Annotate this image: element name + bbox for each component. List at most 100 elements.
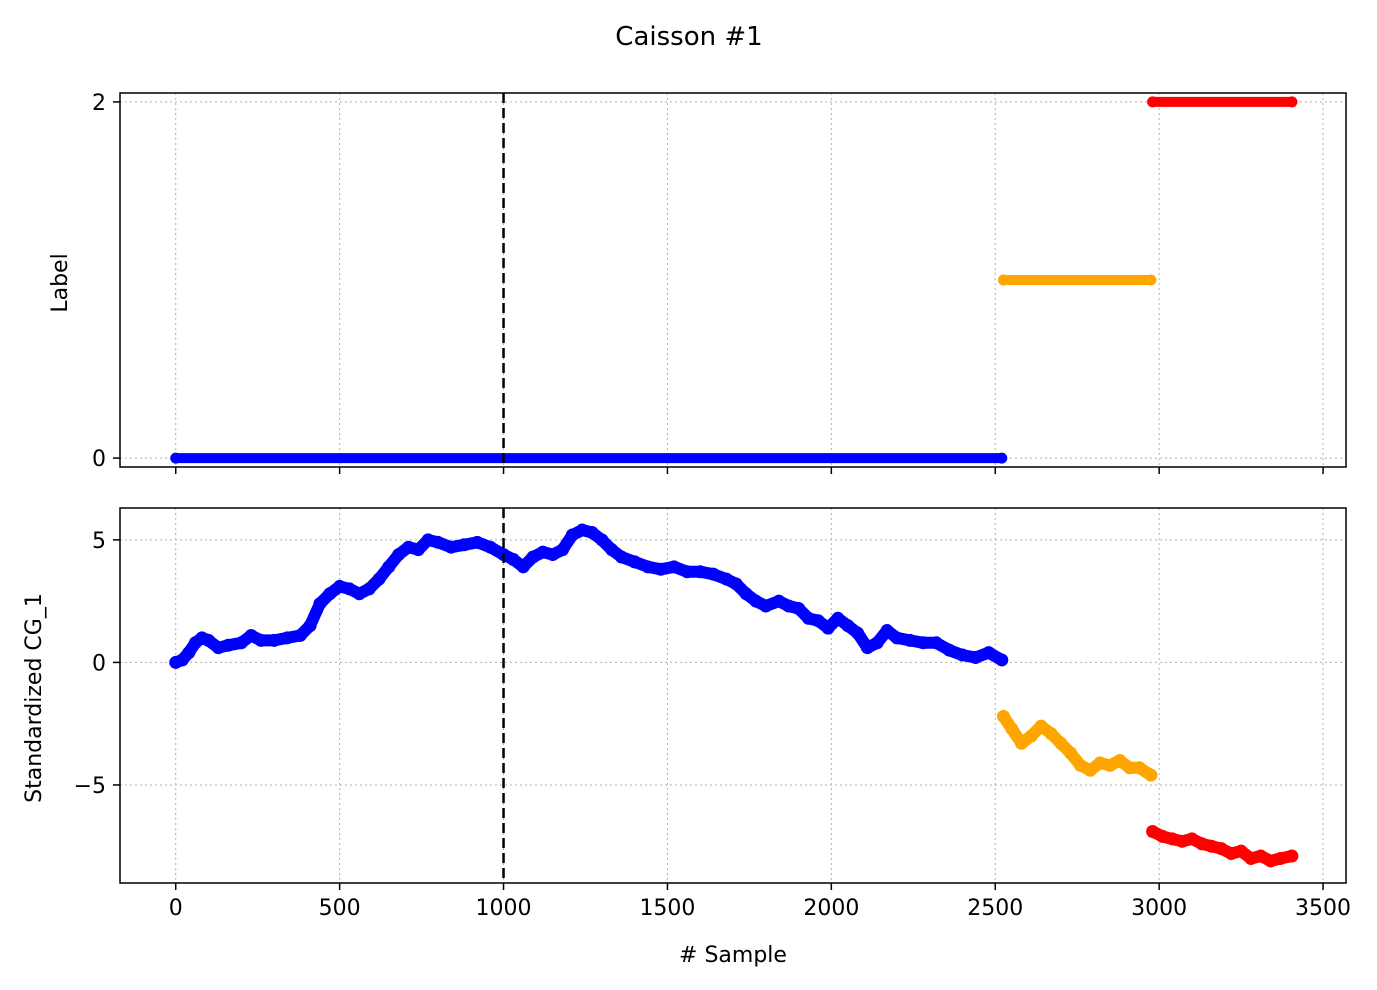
data-point xyxy=(729,577,743,591)
data-point xyxy=(654,562,668,576)
data-point xyxy=(202,633,216,647)
data-point xyxy=(234,636,248,650)
data-point xyxy=(782,599,796,613)
data-point xyxy=(526,550,540,564)
x-tick-label: 500 xyxy=(319,896,361,921)
data-point xyxy=(565,528,579,542)
data-point xyxy=(1224,847,1238,861)
data-point xyxy=(1205,839,1219,853)
data-point xyxy=(1093,756,1107,770)
top-panel-label-plot: 02 xyxy=(92,91,1347,474)
data-point xyxy=(860,641,874,655)
data-point xyxy=(749,594,763,608)
data-point xyxy=(1024,729,1038,743)
data-point xyxy=(1214,842,1228,856)
y-tick-label: 2 xyxy=(92,91,106,116)
data-point xyxy=(903,633,917,647)
x-axis-label: # Sample xyxy=(679,943,787,968)
x-tick-label: 0 xyxy=(169,896,183,921)
data-point xyxy=(1146,825,1160,839)
data-point xyxy=(372,572,386,586)
data-point xyxy=(615,550,629,564)
bottom-y-axis-label: Standardized CG_1 xyxy=(22,593,47,803)
data-point xyxy=(929,636,943,650)
data-point xyxy=(1005,722,1019,736)
data-point xyxy=(996,709,1010,723)
data-point xyxy=(693,565,707,579)
data-point xyxy=(667,560,681,574)
y-tick-label: 0 xyxy=(92,447,106,472)
data-point xyxy=(1175,834,1189,848)
data-point xyxy=(1244,851,1258,865)
data-point xyxy=(841,619,855,633)
x-tick-label: 3500 xyxy=(1295,896,1351,921)
data-point xyxy=(352,587,366,601)
data-point xyxy=(280,631,294,645)
data-point xyxy=(995,653,1009,667)
data-point xyxy=(772,594,786,608)
data-point xyxy=(211,641,225,655)
data-point xyxy=(719,572,733,586)
x-tick-label: 1500 xyxy=(639,896,695,921)
data-point xyxy=(1165,832,1179,846)
data-point xyxy=(1073,758,1087,772)
data-point xyxy=(516,560,530,574)
bottom-panel-cg1-plot: 0 500 1000 1500 2000 2500 3000 3500 5 0 −5 xyxy=(74,507,1351,921)
data-point xyxy=(1103,758,1117,772)
data-point xyxy=(536,545,550,559)
data-point xyxy=(996,452,1008,464)
data-point xyxy=(585,526,599,540)
data-point xyxy=(254,633,268,647)
data-point xyxy=(1286,96,1298,108)
data-point xyxy=(1147,96,1159,108)
axes-frame xyxy=(119,92,1347,468)
data-point xyxy=(1034,719,1048,733)
data-point xyxy=(506,552,520,566)
data-point xyxy=(431,535,445,549)
x-tick-label: 1000 xyxy=(476,896,532,921)
data-point xyxy=(1132,761,1146,775)
data-point xyxy=(470,535,484,549)
data-point xyxy=(1083,763,1097,777)
data-point xyxy=(382,560,396,574)
data-point xyxy=(267,633,281,647)
data-point xyxy=(706,567,720,581)
data-point xyxy=(1285,849,1299,863)
data-point xyxy=(444,540,458,554)
x-tick-label: 2000 xyxy=(803,896,859,921)
data-point xyxy=(546,548,560,562)
data-point xyxy=(333,579,347,593)
data-point xyxy=(1123,761,1137,775)
data-point xyxy=(1144,768,1158,782)
data-point xyxy=(982,646,996,660)
data-point xyxy=(801,611,815,625)
data-point xyxy=(293,628,307,642)
data-point xyxy=(1113,753,1127,767)
data-point xyxy=(680,565,694,579)
data-point xyxy=(457,538,471,552)
data-point xyxy=(401,540,415,554)
data-point xyxy=(221,638,235,652)
data-point xyxy=(851,626,865,640)
data-point xyxy=(392,548,406,562)
data-point xyxy=(595,533,609,547)
data-point xyxy=(831,611,845,625)
data-point xyxy=(969,651,983,665)
data-point xyxy=(605,543,619,557)
data-point xyxy=(641,560,655,574)
x-tick-label: 2500 xyxy=(967,896,1023,921)
data-point xyxy=(170,452,182,464)
y-tick-label: 5 xyxy=(92,529,106,554)
data-point xyxy=(323,587,337,601)
data-point xyxy=(342,582,356,596)
y-tick-label: 0 xyxy=(92,651,106,676)
data-point xyxy=(890,631,904,645)
data-point xyxy=(1273,851,1287,865)
data-point xyxy=(942,643,956,657)
data-point xyxy=(303,619,317,633)
y-tick-label: −5 xyxy=(74,774,106,799)
axes-frame xyxy=(119,507,1347,884)
data-point xyxy=(1234,844,1248,858)
data-point xyxy=(955,648,969,662)
